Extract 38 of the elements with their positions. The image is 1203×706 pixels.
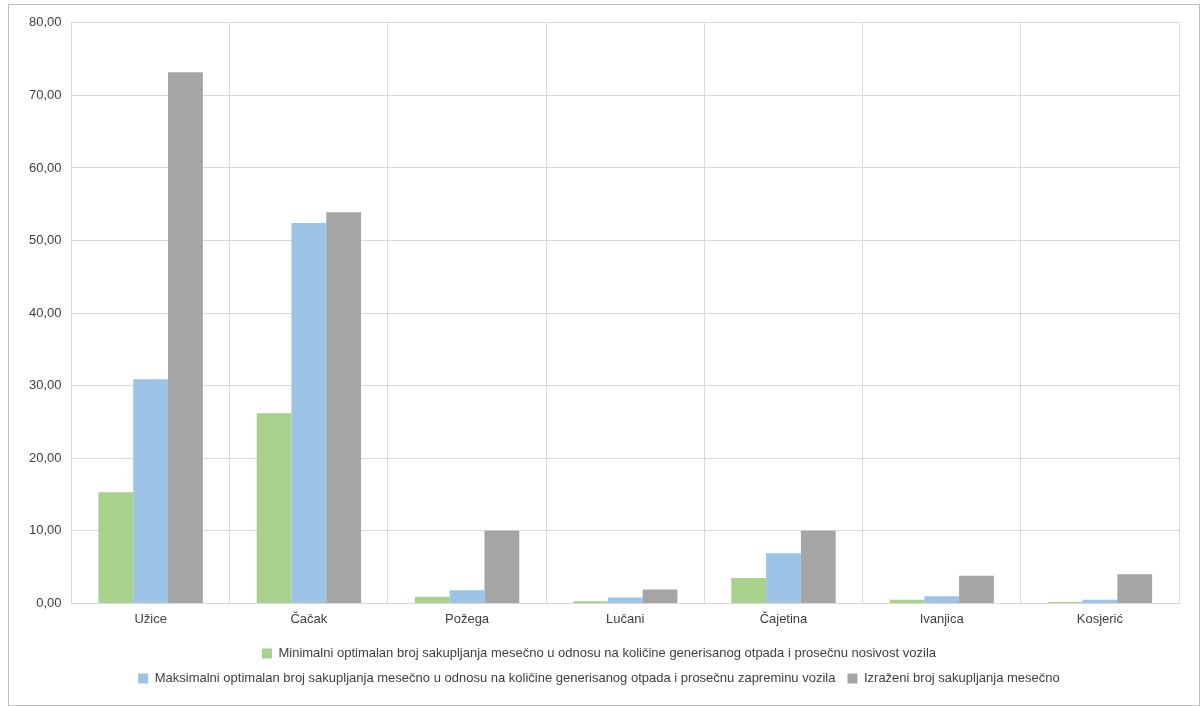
x-tick-label: Kosjerić [1076, 610, 1124, 626]
bar [766, 553, 801, 603]
legend-label: Maksimalni optimalan broj sakupljanja mesečno u odnosu na količine generisanog otpada i prosečnu zapreminu vozila [154, 670, 837, 686]
bar [607, 597, 643, 603]
y-tick-label: 60,00 [28, 159, 62, 175]
bar [731, 578, 767, 603]
bar [326, 212, 362, 603]
y-tick-label: 70,00 [28, 86, 62, 102]
y-tick-label: 80,00 [28, 14, 62, 30]
bar [256, 413, 292, 603]
bar [889, 599, 925, 603]
bar [800, 530, 836, 603]
y-tick-label: 20,00 [28, 449, 62, 465]
y-tick-label: 0,00 [36, 594, 62, 610]
bar [291, 223, 327, 603]
bar [98, 492, 134, 603]
y-tick-label: 40,00 [28, 304, 62, 320]
bar [924, 596, 960, 603]
bar [484, 530, 520, 603]
bar [959, 575, 994, 603]
legend-label: Minimalni optimalan broj sakupljanja mesečno u odnosu na količine generisanog otpada i prosečnu nosivost vozila [278, 645, 937, 661]
x-tick-label: Požega [445, 610, 490, 626]
y-tick-label: 30,00 [28, 377, 62, 393]
x-tick-label: Čajetina [759, 610, 809, 626]
bar [449, 590, 485, 603]
bar [1117, 574, 1153, 603]
bar [642, 589, 678, 603]
y-tick-label: 50,00 [28, 232, 62, 248]
x-tick-label: Ivanjica [919, 610, 965, 626]
bar [168, 72, 203, 603]
bar [133, 379, 169, 603]
y-tick-label: 10,00 [28, 522, 62, 538]
bar [414, 596, 450, 603]
x-tick-label: Lučani [606, 610, 645, 626]
x-tick-label: Čačak [290, 610, 328, 626]
legend-label: Izraženi broj sakupljanja mesečno [863, 670, 1060, 686]
bar [1082, 599, 1118, 603]
x-tick-label: Užice [134, 610, 167, 626]
